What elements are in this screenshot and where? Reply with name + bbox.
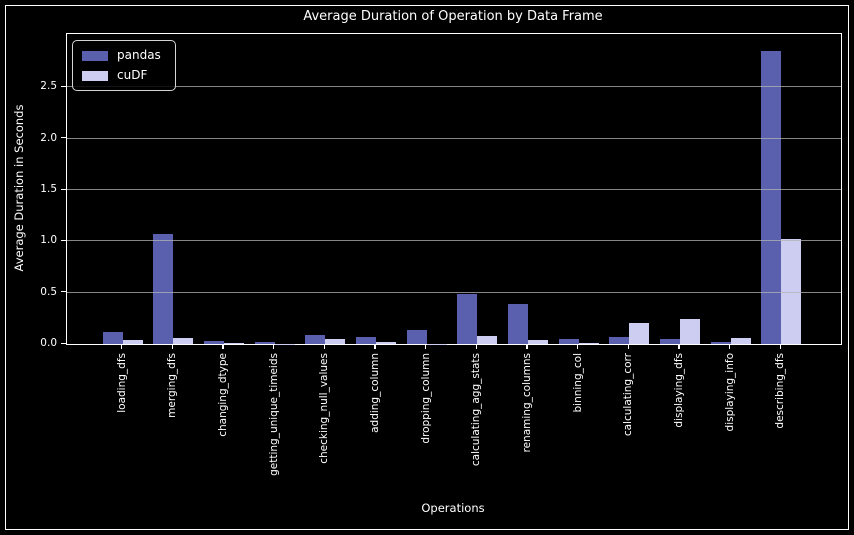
xtick-label-displaying_info: displaying_info <box>723 353 736 432</box>
gridline-y-2.0 <box>67 137 841 139</box>
bar-cuDF-calculating_corr <box>629 323 650 344</box>
ytick-label-2.5: 2.5 <box>40 80 57 93</box>
xtick-mark-checking_null_values <box>323 344 325 349</box>
xtick-mark-renaming_columns <box>526 344 528 349</box>
bar-cuDF-displaying_info <box>730 338 751 344</box>
bar-pandas-calculating_agg_stats <box>457 293 478 344</box>
xtick-label-renaming_columns: renaming_columns <box>521 353 534 453</box>
ytick-mark-1.0 <box>61 239 66 242</box>
xtick-mark-loading_dfs <box>121 344 123 349</box>
xtick-mark-displaying_info <box>729 344 731 349</box>
xtick-mark-adding_column <box>374 344 376 349</box>
ytick-label-0.0: 0.0 <box>40 337 57 349</box>
y-axis-label: Average Duration in Seconds <box>12 104 26 272</box>
xtick-mark-describing_dfs <box>779 344 781 349</box>
bar-cuDF-adding_column <box>376 341 397 344</box>
ytick-mark-2.0 <box>61 137 66 139</box>
ytick-mark-1.5 <box>61 188 66 190</box>
x-axis-label: Operations <box>421 501 485 515</box>
bar-cuDF-merging_dfs <box>173 337 194 344</box>
xtick-label-loading_dfs: loading_dfs <box>115 353 128 413</box>
bar-cuDF-displaying_dfs <box>680 319 701 344</box>
gridline-y-0.5 <box>67 291 841 293</box>
chart-title: Average Duration of Operation by Data Fr… <box>303 9 603 24</box>
legend-swatch-pandas <box>82 50 108 61</box>
ytick-label-2.0: 2.0 <box>40 131 57 144</box>
ytick-label-0.5: 0.5 <box>40 285 57 298</box>
xtick-label-adding_column: adding_column <box>369 353 382 433</box>
xtick-label-checking_null_values: checking_null_values <box>318 353 331 464</box>
xtick-mark-binning_col <box>577 344 579 349</box>
bar-pandas-describing_dfs <box>761 51 782 344</box>
legend-swatch-cuDF <box>82 70 108 81</box>
bar-pandas-changing_dtype <box>204 340 225 344</box>
gridline-y-1.5 <box>67 189 841 191</box>
bar-cuDF-describing_dfs <box>781 239 802 344</box>
bar-pandas-adding_column <box>356 336 377 344</box>
xtick-mark-getting_unique_timeids <box>273 344 275 349</box>
bar-cuDF-calculating_agg_stats <box>477 335 498 344</box>
xtick-label-displaying_dfs: displaying_dfs <box>673 353 686 428</box>
xtick-label-dropping_column: dropping_column <box>419 353 432 444</box>
xtick-label-merging_dfs: merging_dfs <box>166 353 179 418</box>
ytick-mark-0.0 <box>61 342 66 344</box>
bar-cuDF-binning_col <box>578 342 599 344</box>
xtick-label-describing_dfs: describing_dfs <box>774 353 787 429</box>
bar-pandas-calculating_corr <box>609 336 630 344</box>
bar-pandas-displaying_dfs <box>660 338 681 344</box>
gridline-y-1.0 <box>67 240 841 242</box>
xtick-mark-dropping_column <box>425 344 427 349</box>
ytick-mark-0.5 <box>61 291 66 293</box>
bar-pandas-dropping_column <box>406 329 427 344</box>
xtick-label-calculating_corr: calculating_corr <box>622 353 635 437</box>
legend: pandas cuDF <box>72 40 176 91</box>
bar-pandas-checking_null_values <box>305 334 326 344</box>
bar-cuDF-checking_null_values <box>325 339 346 344</box>
xtick-label-changing_dtype: changing_dtype <box>217 353 230 437</box>
bar-pandas-displaying_info <box>710 341 731 344</box>
bar-pandas-binning_col <box>558 338 579 344</box>
ytick-mark-2.5 <box>61 85 66 88</box>
bar-pandas-loading_dfs <box>102 331 123 344</box>
ytick-label-1.5: 1.5 <box>40 183 57 196</box>
xtick-mark-calculating_agg_stats <box>475 344 477 349</box>
xtick-label-calculating_agg_stats: calculating_agg_stats <box>470 353 483 467</box>
xtick-mark-displaying_dfs <box>678 344 680 349</box>
bar-cuDF-getting_unique_timeids <box>274 343 295 344</box>
legend-label-cuDF: cuDF <box>117 68 148 82</box>
xtick-label-getting_unique_timeids: getting_unique_timeids <box>267 353 280 476</box>
bar-cuDF-changing_dtype <box>224 342 245 344</box>
ytick-label-1.0: 1.0 <box>40 234 57 247</box>
xtick-mark-merging_dfs <box>171 344 173 349</box>
bar-pandas-renaming_columns <box>508 303 529 344</box>
legend-label-pandas: pandas <box>117 48 161 62</box>
gridline-y-2.5 <box>67 86 841 88</box>
legend-item-pandas: pandas <box>82 49 161 62</box>
bar-pandas-getting_unique_timeids <box>254 342 275 344</box>
plot-area <box>66 33 842 345</box>
legend-item-cuDF: cuDF <box>82 69 161 82</box>
xtick-mark-changing_dtype <box>222 344 224 349</box>
xtick-mark-calculating_corr <box>627 344 629 349</box>
bar-cuDF-renaming_columns <box>528 339 549 344</box>
xtick-label-binning_col: binning_col <box>571 353 584 413</box>
bar-pandas-merging_dfs <box>153 234 174 344</box>
bar-cuDF-loading_dfs <box>122 339 143 344</box>
bar-cuDF-dropping_column <box>426 343 447 344</box>
